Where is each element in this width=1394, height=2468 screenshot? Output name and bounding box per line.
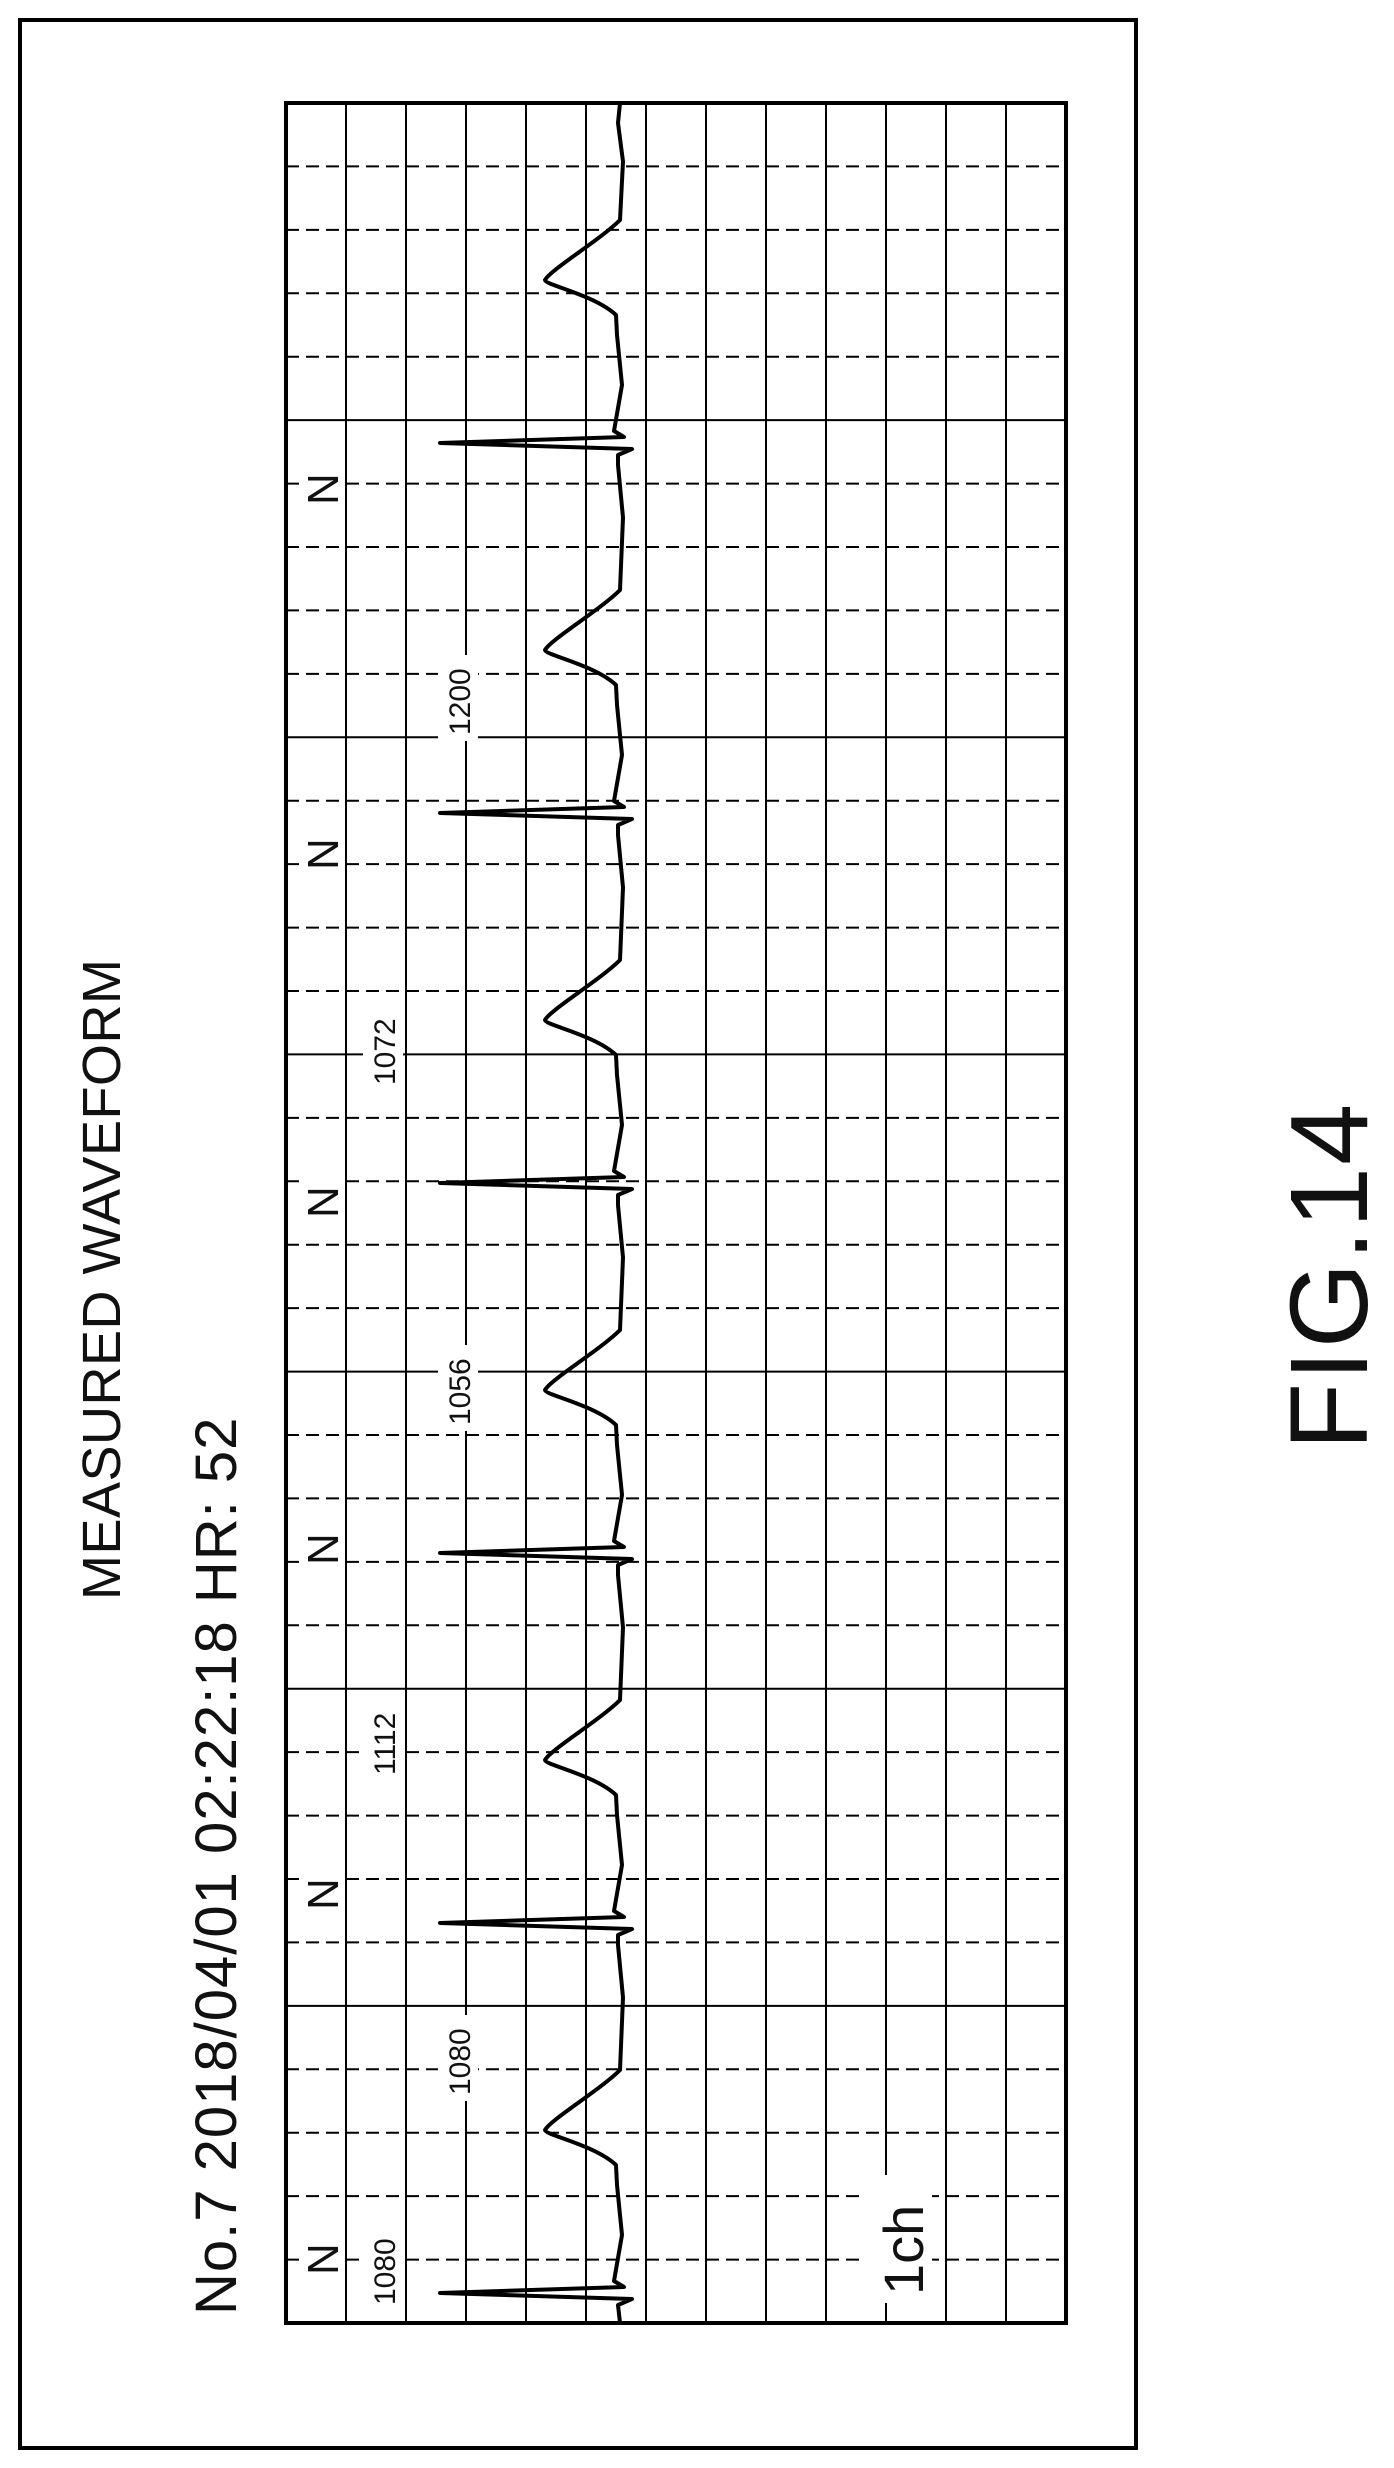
beat-label: N	[299, 838, 348, 870]
rr-interval-label: 1080	[444, 2028, 477, 2095]
rr-interval-label: 1080	[369, 2238, 402, 2305]
channel-label: 1ch	[872, 2205, 935, 2295]
beat-label: N	[299, 1186, 348, 1218]
rr-interval-label: 1112	[369, 1713, 402, 1775]
beat-label: N	[299, 1533, 348, 1565]
beat-label: N	[299, 473, 348, 505]
beat-label: N	[299, 2243, 348, 2275]
ecg-trace	[440, 103, 632, 2323]
rr-interval-label: 1200	[444, 668, 477, 735]
beat-label: N	[299, 1878, 348, 1910]
rr-interval-label: 1072	[369, 1018, 402, 1085]
rr-interval-label: 1056	[444, 1358, 477, 1425]
plot-frame	[286, 103, 1066, 2323]
